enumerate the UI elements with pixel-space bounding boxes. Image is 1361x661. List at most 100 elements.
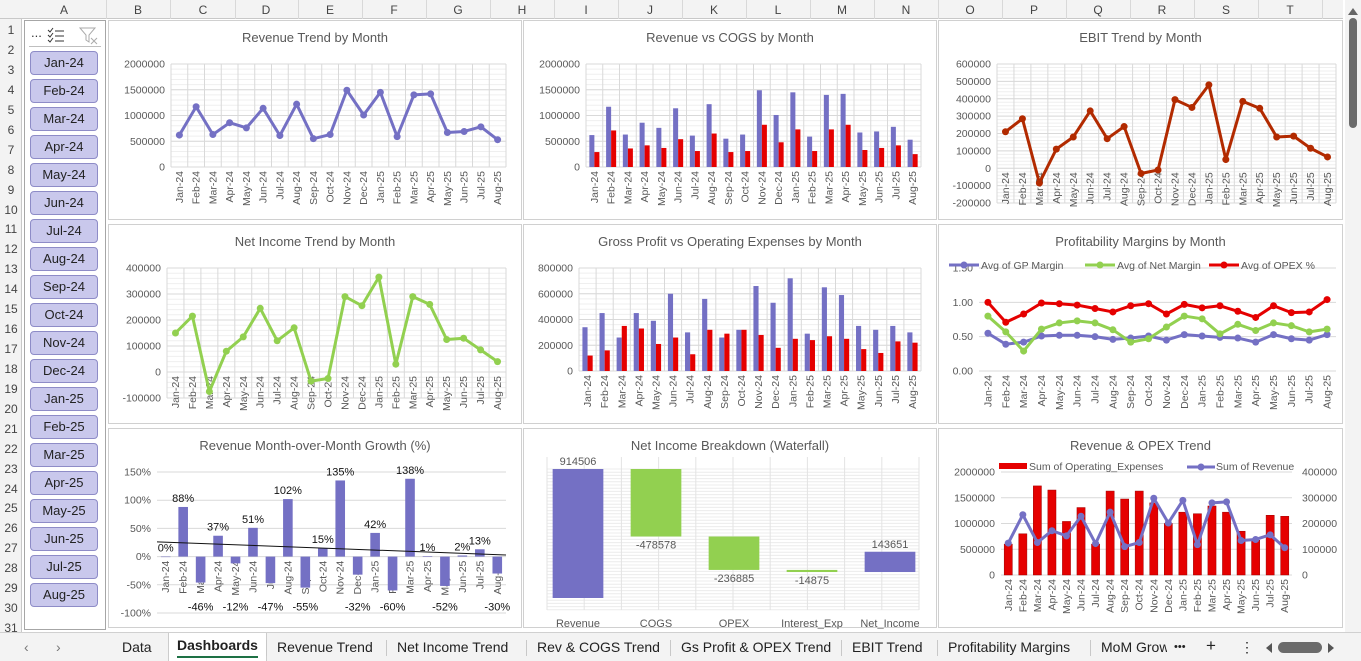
column-header-P[interactable]: P	[1029, 3, 1039, 17]
vertical-scrollbar[interactable]	[1345, 0, 1361, 632]
row-header-23[interactable]: 23	[4, 461, 18, 476]
more-sheets-button[interactable]: •••	[1174, 641, 1186, 653]
add-sheet-button[interactable]: +	[1206, 636, 1216, 655]
row-header-3[interactable]: 3	[7, 63, 15, 77]
row-header-1[interactable]: 1	[7, 23, 15, 37]
slicer-item[interactable]: Feb-25	[30, 415, 98, 439]
row-header-16[interactable]: 16	[4, 322, 18, 337]
row-header-30[interactable]: 30	[4, 601, 18, 616]
scroll-thumb[interactable]	[1278, 642, 1322, 653]
row-header-11[interactable]: 11	[4, 222, 18, 237]
revenue-trend-chart[interactable]: Revenue Trend by Month 0 500000 1000000 1500…	[108, 20, 522, 220]
column-header-Q[interactable]: Q	[1093, 3, 1103, 17]
sheet-menu-button[interactable]: ⋮	[1240, 639, 1254, 655]
sheet-tab-mom-growth[interactable]: MoM Growth	[1101, 639, 1167, 655]
column-header-F[interactable]: F	[390, 3, 398, 17]
column-header-B[interactable]: B	[133, 3, 143, 17]
column-header-C[interactable]: C	[198, 3, 208, 17]
slicer-item[interactable]: Oct-24	[30, 303, 98, 327]
row-header-9[interactable]: 9	[7, 182, 15, 197]
sheet-tab-dashboards[interactable]: Dashboards	[168, 633, 267, 661]
gross-profit-vs-opex-chart[interactable]: Gross Profit vs Operating Expenses by Mo…	[523, 224, 937, 424]
sheet-tab-rev-cogs-trend[interactable]: Rev & COGS Trend	[537, 639, 660, 655]
row-header-28[interactable]: 28	[4, 561, 18, 576]
column-header-I[interactable]: I	[584, 3, 588, 17]
slicer-item[interactable]: Mar-24	[30, 107, 98, 131]
row-header-8[interactable]: 8	[7, 162, 15, 177]
ebit-trend-chart[interactable]: EBIT Trend by Month -200000 -100000 0 100000…	[938, 20, 1343, 220]
sheet-tab-profitability-margins[interactable]: Profitability Margins	[948, 639, 1071, 655]
slicer-item[interactable]: Jan-25	[30, 387, 98, 411]
waterfall-chart[interactable]: Net Income Breakdown (Waterfall) 914506 Re…	[523, 428, 937, 629]
column-header-S[interactable]: S	[1221, 3, 1231, 17]
column-header-H[interactable]: H	[517, 3, 527, 17]
row-header-15[interactable]: 15	[4, 302, 18, 317]
slicer-item[interactable]: Mar-25	[30, 443, 98, 467]
slicer-item[interactable]: Apr-25	[30, 471, 98, 495]
scroll-left-icon[interactable]	[1266, 643, 1272, 653]
row-header-24[interactable]: 24	[4, 481, 18, 496]
slicer-item[interactable]: Dec-24	[30, 359, 98, 383]
horizontal-scrollbar[interactable]	[1266, 642, 1336, 654]
row-header-27[interactable]: 27	[4, 541, 18, 556]
column-header-G[interactable]: G	[453, 3, 463, 17]
slicer-item[interactable]: Aug-25	[30, 583, 98, 607]
scroll-right-icon[interactable]	[1328, 643, 1334, 653]
sheet-tab-gs-profit-opex-trend[interactable]: Gs Profit & OPEX Trend	[681, 639, 832, 655]
slicer-item[interactable]: Jun-25	[30, 527, 98, 551]
scroll-up-icon[interactable]	[1348, 8, 1358, 15]
column-header-A[interactable]: A	[59, 3, 69, 17]
row-header-6[interactable]: 6	[7, 122, 15, 137]
row-header-19[interactable]: 19	[4, 381, 18, 396]
slicer-item[interactable]: Apr-24	[30, 135, 98, 159]
row-header-12[interactable]: 12	[4, 242, 18, 257]
slicer-item[interactable]: Feb-24	[30, 79, 98, 103]
column-header-J[interactable]: J	[647, 3, 653, 17]
slicer-item[interactable]: Jul-25	[30, 555, 98, 579]
clear-filter-icon[interactable]	[78, 27, 99, 48]
sheet-tab-revenue-trend[interactable]: Revenue Trend	[277, 639, 373, 655]
net-income-trend-chart[interactable]: Net Income Trend by Month -100000 0 100000 2…	[108, 224, 522, 424]
row-header-14[interactable]: 14	[4, 282, 18, 297]
column-header-T[interactable]: T	[1286, 3, 1294, 17]
row-header-18[interactable]: 18	[4, 361, 18, 376]
row-header-4[interactable]: 4	[7, 82, 15, 97]
next-sheet-button[interactable]: ›	[56, 639, 61, 655]
row-header-25[interactable]: 25	[4, 501, 18, 516]
column-header-E[interactable]: E	[325, 3, 335, 17]
slicer-item[interactable]: Jun-24	[30, 191, 98, 215]
row-header-13[interactable]: 13	[4, 262, 18, 277]
slicer-item[interactable]: Aug-24	[30, 247, 98, 271]
row-header-10[interactable]: 10	[4, 202, 18, 217]
sheet-tab-ebit-trend[interactable]: EBIT Trend	[852, 639, 923, 655]
slicer-item[interactable]: May-25	[30, 499, 98, 523]
row-header-2[interactable]: 2	[7, 43, 15, 57]
revenue-opex-combo-chart[interactable]: Revenue & OPEX Trend 0 500000 1000000 150000…	[938, 428, 1343, 628]
multi-select-icon[interactable]	[47, 27, 65, 46]
revenue-vs-cogs-chart[interactable]: Revenue vs COGS by Month 0 500000 1000000 15…	[523, 20, 937, 220]
slicer-item[interactable]: May-24	[30, 163, 98, 187]
column-header-M[interactable]: M	[837, 3, 847, 17]
column-header-D[interactable]: D	[261, 3, 271, 17]
prev-sheet-button[interactable]: ‹	[24, 639, 29, 655]
column-header-L[interactable]: L	[774, 3, 782, 17]
column-header-K[interactable]: K	[709, 3, 719, 17]
row-header-29[interactable]: 29	[4, 581, 18, 596]
scroll-thumb[interactable]	[1349, 18, 1357, 128]
slicer-item[interactable]: Jul-24	[30, 219, 98, 243]
row-header-26[interactable]: 26	[4, 521, 18, 536]
row-header-22[interactable]: 22	[4, 441, 18, 456]
profitability-margins-chart[interactable]: Profitability Margins by Month 0.00 0.50 1.…	[938, 224, 1343, 424]
column-header-N[interactable]: N	[901, 3, 911, 17]
mom-growth-chart[interactable]: Revenue Month-over-Month Growth (%) -100%…	[108, 428, 522, 628]
column-header-O[interactable]: O	[965, 3, 975, 17]
row-header-21[interactable]: 21	[4, 421, 18, 436]
slicer-item[interactable]: Nov-24	[30, 331, 98, 355]
sheet-tab-net-income-trend[interactable]: Net Income Trend	[397, 639, 509, 655]
more-options-icon[interactable]: ...	[31, 25, 42, 40]
row-header-5[interactable]: 5	[7, 102, 15, 117]
row-header-31[interactable]: 31	[4, 621, 18, 636]
row-header-7[interactable]: 7	[7, 142, 15, 157]
row-header-17[interactable]: 17	[4, 342, 18, 357]
sheet-tab-data[interactable]: Data	[122, 639, 152, 655]
